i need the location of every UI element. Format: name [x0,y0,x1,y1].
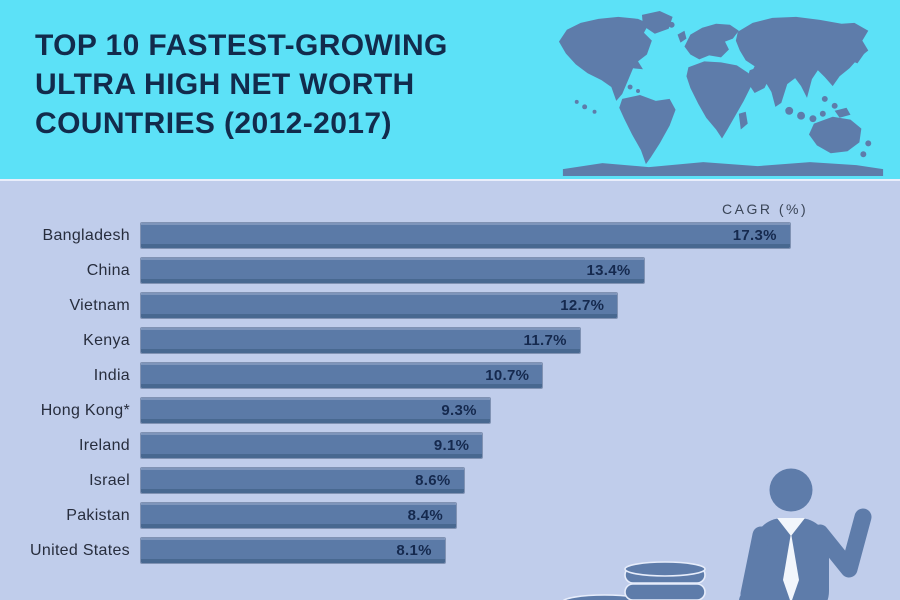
coin-stacks-icon [562,561,706,600]
bar-row: Bangladesh 17.3% [0,218,900,253]
country-label: Ireland [78,436,130,454]
title-line-1: TOP 10 FASTEST-GROWING [35,29,448,62]
country-label: India [93,366,130,384]
world-map-icon [558,10,884,176]
bar: 13.4% [141,258,644,283]
value-label: 8.1% [396,542,432,559]
header: TOP 10 FASTEST-GROWING ULTRA HIGH NET WO… [0,0,900,181]
value-label: 8.4% [407,507,443,524]
bar-row: Vietnam 12.7% [0,288,900,323]
value-label: 10.7% [485,367,530,384]
bar-row: Ireland 9.1% [0,428,900,463]
bar: 12.7% [141,293,618,318]
bar-row: Pakistan 8.4% [0,498,900,533]
bar: 11.7% [141,328,580,353]
value-label: 13.4% [586,262,631,279]
bar-row: United States 8.1% [0,533,900,568]
country-label: China [86,261,130,279]
bar-row: Hong Kong* 9.3% [0,393,900,428]
bar: 8.6% [141,468,464,493]
country-label: United States [30,541,130,559]
country-label: Israel [89,471,130,489]
title-line-3: COUNTRIES (2012-2017) [35,107,392,140]
bar-row: Kenya 11.7% [0,323,900,358]
bar-row: China 13.4% [0,253,900,288]
bar-chart: CAGR (%) Bangladesh 17.3% China 13.4% Vi… [0,183,900,600]
businessman-icon [739,468,872,600]
country-label: Kenya [83,331,130,349]
bar-rows: Bangladesh 17.3% China 13.4% Vietnam 12.… [0,218,900,568]
bar-row: India 10.7% [0,358,900,393]
page-title: TOP 10 FASTEST-GROWING ULTRA HIGH NET WO… [35,26,448,143]
value-label: 9.1% [433,437,470,454]
bar: 9.1% [141,433,483,458]
country-label: Vietnam [69,296,130,314]
bar: 8.1% [141,538,445,563]
bar: 17.3% [141,223,790,248]
axis-label: CAGR (%) [722,201,809,217]
value-label: 12.7% [560,297,605,314]
bar: 9.3% [141,398,490,423]
title-line-2: ULTRA HIGH NET WORTH [35,68,415,101]
country-label: Pakistan [66,506,130,524]
value-label: 8.6% [415,472,451,489]
bar: 10.7% [141,363,543,388]
value-label: 11.7% [523,332,567,349]
country-label: Hong Kong* [40,401,130,419]
bar: 8.4% [141,503,456,528]
value-label: 9.3% [441,402,477,419]
country-label: Bangladesh [42,226,130,244]
bar-row: Israel 8.6% [0,463,900,498]
value-label: 17.3% [732,227,777,244]
